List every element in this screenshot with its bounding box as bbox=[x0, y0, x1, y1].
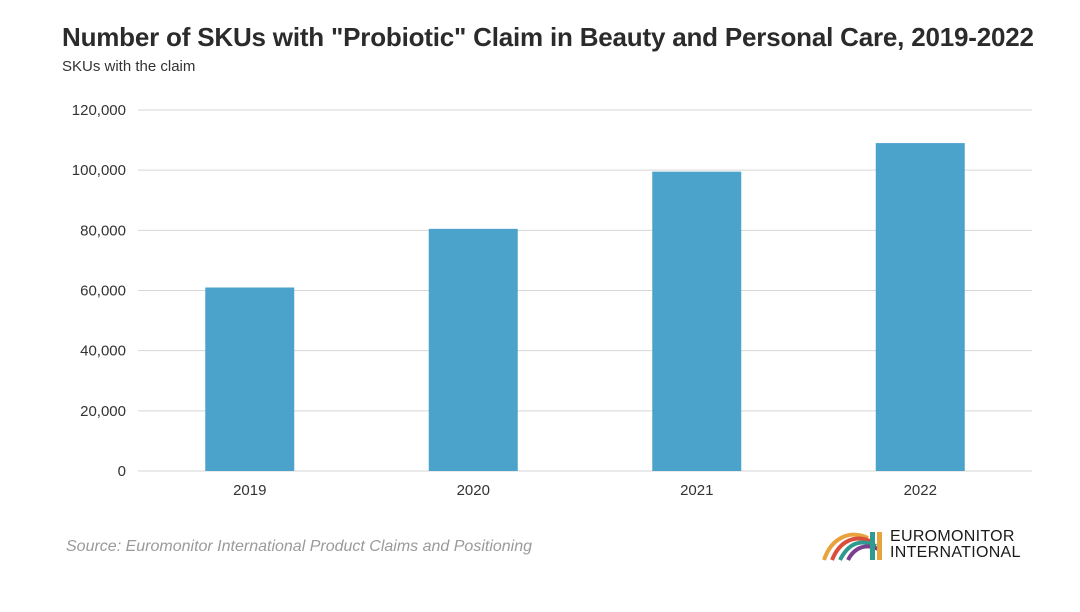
x-tick-label: 2021 bbox=[680, 482, 713, 499]
x-tick-label: 2020 bbox=[457, 482, 490, 499]
bar-2022 bbox=[875, 143, 965, 471]
x-tick-label: 2022 bbox=[904, 482, 937, 499]
logo-line-2: INTERNATIONAL bbox=[890, 544, 1021, 561]
source-note: Source: Euromonitor International Produc… bbox=[66, 538, 533, 555]
y-tick-label: 40,000 bbox=[80, 343, 126, 360]
y-tick-label: 60,000 bbox=[80, 283, 126, 300]
logo-text: EUROMONITOR INTERNATIONAL bbox=[890, 529, 1021, 561]
euromonitor-logo: EUROMONITOR INTERNATIONAL bbox=[822, 528, 1021, 562]
y-tick-label: 100,000 bbox=[72, 162, 126, 179]
bar-2020 bbox=[428, 228, 518, 471]
chart-title: Number of SKUs with "Probiotic" Claim in… bbox=[62, 22, 1034, 52]
y-tick-label: 80,000 bbox=[80, 222, 126, 239]
y-tick-label: 0 bbox=[118, 463, 126, 480]
bar-2021 bbox=[652, 171, 742, 471]
bar-2019 bbox=[205, 287, 295, 471]
y-tick-label: 120,000 bbox=[72, 102, 126, 119]
logo-mark-icon bbox=[822, 532, 882, 561]
logo-line-1: EUROMONITOR bbox=[890, 528, 1015, 545]
bar-chart: 0 20,000 40,000 60,000 80,000 100,000 120,000 2… bbox=[72, 102, 1032, 499]
chart-subtitle: SKUs with the claim bbox=[62, 58, 196, 75]
x-tick-label: 2019 bbox=[233, 482, 266, 499]
y-tick-label: 20,000 bbox=[80, 403, 126, 420]
